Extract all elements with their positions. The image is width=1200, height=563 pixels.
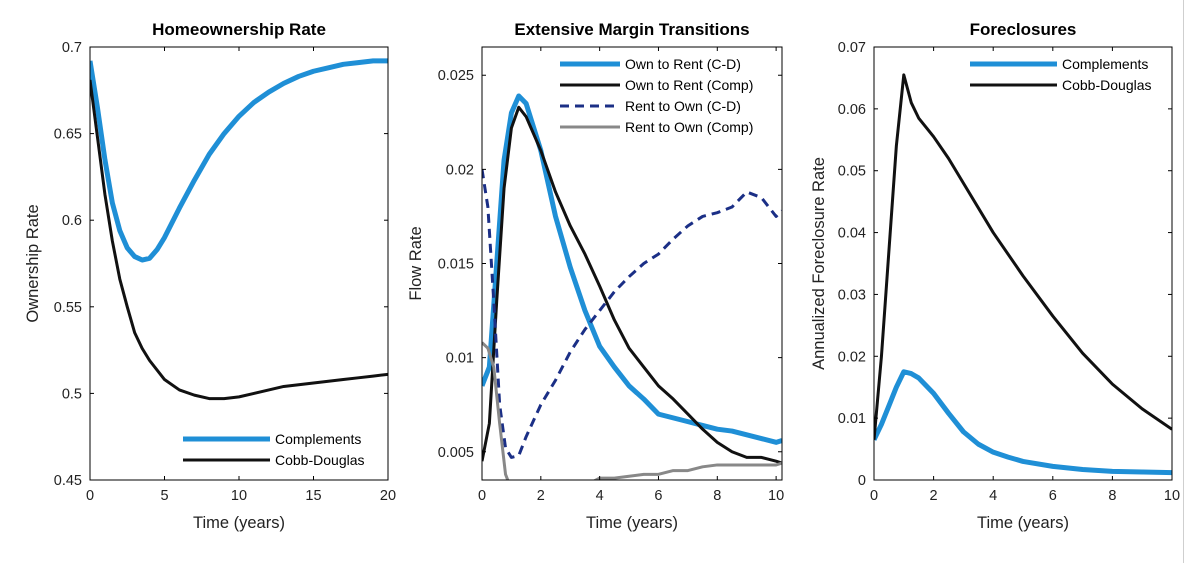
chart-panel-1: 0 5 10 15 20 0.45 0.5 0.55 0.6 0.65 0.7 Homeownersh… — [24, 20, 396, 532]
y-tick-label: 0 — [858, 473, 866, 489]
x-tick-label: 15 — [305, 488, 321, 504]
legend-label: Cobb-Douglas — [275, 452, 365, 468]
x-tick-label: 8 — [713, 488, 721, 504]
right-divider — [1183, 0, 1184, 563]
x-axis-label: Time (years) — [977, 514, 1069, 532]
y-tick-label: 0.07 — [838, 40, 866, 56]
chart-title: Extensive Margin Transitions — [514, 20, 749, 39]
legend-label: Own to Rent (C-D) — [625, 56, 741, 72]
y-axis-label: Flow Rate — [407, 226, 425, 300]
plot-frame — [89, 46, 389, 481]
x-tick-label: 0 — [86, 488, 94, 504]
y-tick-label: 0.45 — [54, 473, 82, 489]
series-line-rent-to-own-comp — [482, 341, 782, 480]
y-tick-label: 0.5 — [62, 386, 82, 402]
y-tick-label: 0.6 — [62, 213, 82, 229]
series-line-own-to-rent-comp — [482, 105, 782, 465]
plot-frame — [873, 46, 1173, 481]
y-tick-label: 0.05 — [838, 164, 866, 180]
y-tick-label: 0.02 — [446, 162, 474, 178]
x-tick-label: 0 — [870, 488, 878, 504]
series-line-complements — [874, 369, 1172, 476]
y-tick-label: 0.03 — [838, 287, 866, 303]
x-tick-label: 2 — [930, 488, 938, 504]
y-tick-label: 0.65 — [54, 127, 82, 143]
legend: Complements Cobb-Douglas — [970, 56, 1152, 93]
series-line-cobb-douglas — [874, 73, 1172, 440]
legend: Complements Cobb-Douglas — [183, 431, 365, 468]
series-line-own-to-rent-c-d — [482, 93, 782, 445]
y-tick-label: 0.7 — [62, 40, 82, 56]
y-tick-label: 0.025 — [438, 68, 474, 84]
legend: Own to Rent (C-D) Own to Rent (Comp) Rent … — [560, 56, 753, 135]
y-tick-label: 0.01 — [838, 411, 866, 427]
x-tick-label: 8 — [1108, 488, 1116, 504]
chart-panel-2: 0 2 4 6 8 10 0.005 0.01 0.015 0.02 0.025 Extensive … — [407, 20, 784, 532]
legend-label: Rent to Own (C-D) — [625, 98, 741, 114]
legend-label: Own to Rent (Comp) — [625, 77, 753, 93]
x-tick-label: 10 — [1164, 488, 1180, 504]
legend-label: Complements — [1062, 56, 1148, 72]
x-axis-label: Time (years) — [586, 514, 678, 532]
x-tick-label: 4 — [989, 488, 997, 504]
y-tick-label: 0.01 — [446, 351, 474, 367]
y-axis-label: Annualized Foreclosure Rate — [810, 157, 828, 370]
y-axis-label: Ownership Rate — [24, 204, 42, 322]
chart-title: Foreclosures — [970, 20, 1077, 39]
x-tick-label: 10 — [768, 488, 784, 504]
y-tick-label: 0.55 — [54, 300, 82, 316]
x-tick-label: 20 — [380, 488, 396, 504]
legend-label: Complements — [275, 431, 361, 447]
series-line-rent-to-own-c-d — [482, 169, 782, 459]
legend-label: Rent to Own (Comp) — [625, 119, 753, 135]
chart-title: Homeownership Rate — [152, 20, 326, 39]
x-tick-label: 10 — [231, 488, 247, 504]
y-tick-label: 0.02 — [838, 349, 866, 365]
y-tick-label: 0.005 — [438, 445, 474, 461]
y-tick-label: 0.06 — [838, 102, 866, 118]
series-line-cobb-douglas — [90, 79, 388, 401]
x-tick-label: 6 — [1049, 488, 1057, 504]
x-tick-label: 2 — [537, 488, 545, 504]
chart-panel-3: 0 2 4 6 8 10 0 0.01 0.02 0.03 0.04 0.05 0.06 0.07 Fore… — [810, 20, 1180, 532]
y-tick-label: 0.04 — [838, 226, 866, 242]
y-tick-label: 0.015 — [438, 257, 474, 273]
series-line-complements — [90, 58, 388, 263]
x-tick-label: 0 — [478, 488, 486, 504]
x-axis-label: Time (years) — [193, 514, 285, 532]
x-tick-label: 6 — [654, 488, 662, 504]
legend-label: Cobb-Douglas — [1062, 77, 1152, 93]
x-tick-label: 5 — [160, 488, 168, 504]
x-tick-label: 4 — [596, 488, 604, 504]
